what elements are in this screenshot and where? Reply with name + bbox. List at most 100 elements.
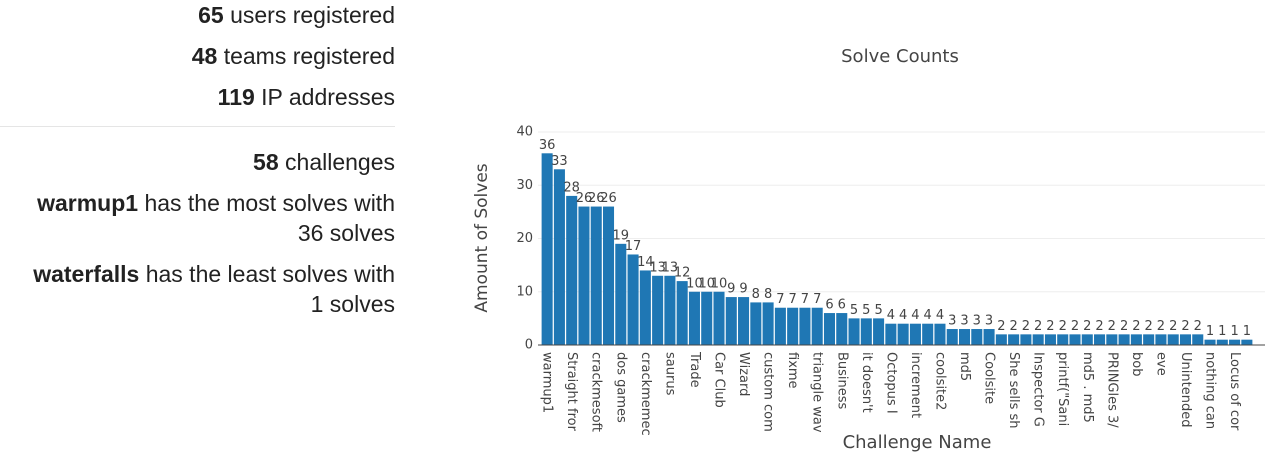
- value-label: 7: [789, 292, 797, 307]
- x-tick-label: printf("Sani: [1055, 352, 1070, 426]
- stat-row: 48 teams registered: [0, 41, 395, 71]
- bar: [1081, 334, 1093, 345]
- bar: [1241, 339, 1253, 345]
- value-label: 2: [1132, 319, 1140, 334]
- value-label: 2: [1145, 319, 1153, 334]
- bar: [1179, 334, 1192, 345]
- bar: [566, 195, 578, 345]
- y-tick-label: 30: [516, 178, 533, 193]
- x-tick-label: increment: [908, 352, 923, 418]
- bar: [1204, 339, 1216, 345]
- value-label: 7: [801, 292, 809, 307]
- x-tick-label: eve: [1153, 352, 1168, 376]
- x-tick-label: PRINGles 3/: [1104, 352, 1119, 428]
- value-label: 10: [711, 276, 728, 291]
- value-label: 2: [1046, 319, 1054, 334]
- value-label: 3: [948, 314, 956, 329]
- bar: [1167, 334, 1179, 345]
- value-label: 4: [887, 308, 895, 323]
- value-label: 8: [752, 287, 760, 302]
- stat-text: 36 solves: [297, 220, 395, 246]
- bar: [995, 334, 1007, 345]
- bar: [627, 254, 639, 345]
- x-tick-label: saurus: [662, 352, 677, 396]
- bar: [1020, 334, 1032, 345]
- value-label: 28: [563, 180, 580, 195]
- value-label: 7: [776, 292, 784, 307]
- value-label: 7: [813, 292, 821, 307]
- bar: [738, 297, 750, 345]
- value-label: 14: [637, 255, 654, 270]
- y-tick-label: 40: [516, 125, 533, 140]
- bar: [885, 323, 897, 345]
- value-label: 2: [1181, 319, 1189, 334]
- value-label: 5: [862, 303, 870, 318]
- chart-title: Solve Counts: [841, 46, 959, 67]
- bar: [971, 329, 983, 345]
- value-label: 12: [674, 266, 691, 281]
- bar: [701, 291, 713, 345]
- bar: [897, 323, 909, 345]
- value-label: 26: [576, 191, 593, 206]
- bar: [750, 302, 762, 345]
- bar: [664, 275, 676, 345]
- bar: [553, 169, 565, 345]
- x-tick-label: it doesn't: [859, 352, 874, 413]
- bar: [958, 329, 971, 345]
- x-tick-label: Octopus I: [883, 352, 898, 414]
- stat-value: 58: [253, 149, 279, 175]
- bar: [1044, 334, 1056, 345]
- value-label: 3: [985, 314, 993, 329]
- bar: [602, 206, 615, 345]
- value-label: 5: [874, 303, 882, 318]
- bar: [1216, 339, 1228, 345]
- bar: [1094, 334, 1106, 345]
- bar: [762, 302, 774, 345]
- value-label: 4: [899, 308, 907, 323]
- value-label: 1: [1218, 324, 1226, 339]
- bar: [578, 206, 590, 345]
- stat-value: waterfalls: [33, 261, 140, 287]
- value-label: 5: [850, 303, 858, 318]
- x-tick-label: She sells sh: [1006, 352, 1021, 429]
- stats-panel: 65 users registered 48 teams registered 11…: [0, 0, 395, 330]
- bar: [787, 307, 799, 345]
- bar: [725, 297, 737, 345]
- value-label: 26: [588, 191, 605, 206]
- value-label: 4: [924, 308, 932, 323]
- x-tick-label: Trade: [687, 351, 702, 388]
- bar: [1118, 334, 1130, 345]
- bar: [799, 307, 811, 345]
- value-label: 2: [1071, 319, 1079, 334]
- bar: [1057, 334, 1069, 345]
- x-tick-label: Inspector G: [1031, 352, 1046, 427]
- bar: [639, 270, 651, 345]
- bar: [541, 153, 553, 345]
- bar: [909, 323, 921, 345]
- bar: [934, 323, 946, 345]
- bar: [1032, 334, 1044, 345]
- x-tick-label: Business: [834, 352, 849, 410]
- value-label: 2: [1059, 319, 1067, 334]
- bar: [873, 318, 885, 345]
- x-tick-label: Car Club: [712, 352, 727, 408]
- x-tick-label: Coolsite: [982, 352, 997, 404]
- x-tick-label: md5: [957, 352, 972, 381]
- stat-value: 65: [198, 2, 224, 28]
- stat-value: warmup1: [37, 190, 139, 216]
- x-tick-label: triangle wav: [810, 352, 825, 433]
- value-label: 2: [1009, 319, 1017, 334]
- bar: [1192, 334, 1204, 345]
- x-tick-label: crackmesoft: [589, 352, 604, 432]
- x-tick-label: custom com: [761, 352, 776, 432]
- bar: [811, 307, 823, 345]
- stat-row: 58 challenges: [0, 147, 395, 177]
- value-label: 2: [1083, 319, 1091, 334]
- stat-text: 1 solves: [310, 291, 395, 317]
- value-label: 9: [727, 282, 735, 297]
- stat-text: has the least solves with: [145, 261, 395, 287]
- bar: [860, 318, 872, 345]
- value-label: 1: [1243, 324, 1251, 339]
